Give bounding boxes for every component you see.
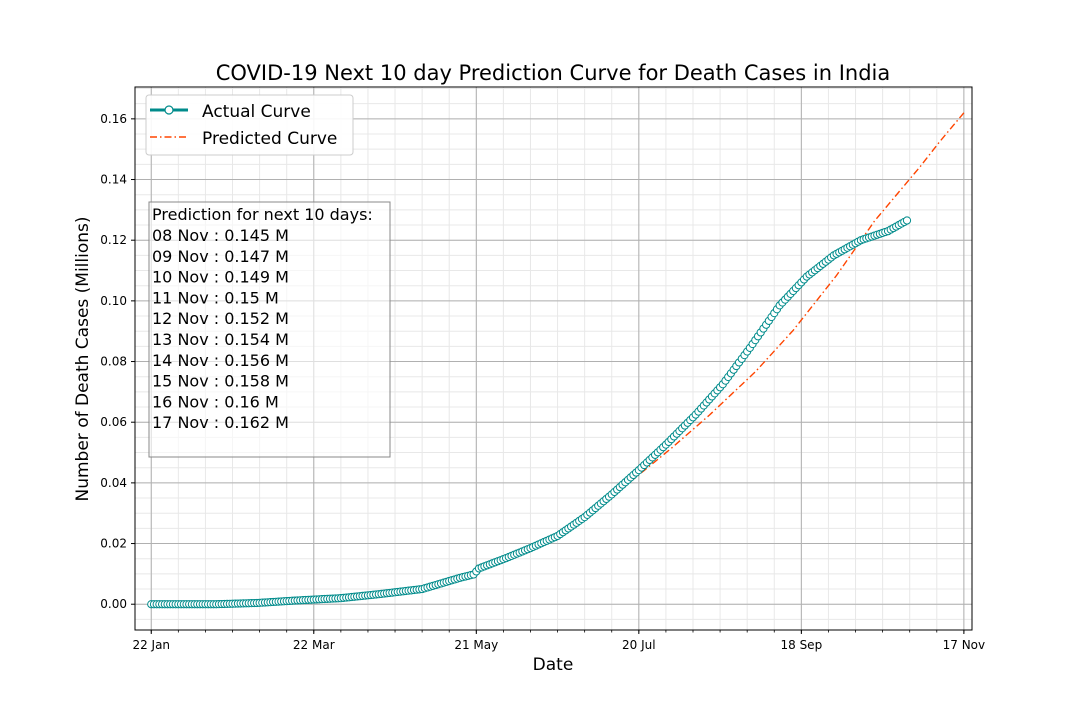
y-tick-label: 0.14 — [100, 173, 127, 187]
prediction-box: Prediction for next 10 days: 08 Nov : 0.… — [148, 201, 391, 458]
prediction-line: 15 Nov : 0.158 M — [152, 372, 289, 391]
y-tick-label: 0.16 — [100, 112, 127, 126]
y-tick-label: 0.06 — [100, 415, 127, 429]
x-tick-label: 21 May — [454, 638, 498, 652]
y-axis: 0.00 0.02 0.04 0.06 0.08 0.10 0.12 0.14 0.16 — [100, 112, 135, 611]
prediction-line: 17 Nov : 0.162 M — [152, 413, 289, 432]
y-tick-label: 0.08 — [100, 355, 127, 369]
legend-actual-marker — [164, 105, 174, 115]
prediction-line: 14 Nov : 0.156 M — [152, 351, 289, 370]
actual-data-point — [902, 216, 912, 225]
legend-predicted-label: Predicted Curve — [202, 129, 337, 149]
x-tick-label: 17 Nov — [943, 638, 986, 652]
y-tick-label: 0.02 — [100, 537, 127, 551]
x-axis-label: Date — [533, 655, 574, 675]
prediction-title: Prediction for next 10 days: — [152, 205, 373, 224]
x-tick-label: 22 Mar — [293, 638, 335, 652]
prediction-line: 12 Nov : 0.152 M — [152, 309, 289, 328]
legend: Actual Curve Predicted Curve — [145, 94, 354, 156]
x-axis: 22 Jan 22 Mar 21 May 20 Jul 18 Sep 17 Nov — [132, 630, 985, 652]
plot-frame — [134, 86, 973, 631]
chart-title: COVID-19 Next 10 day Prediction Curve fo… — [216, 61, 891, 85]
prediction-line: 10 Nov : 0.149 M — [152, 268, 289, 287]
x-tick-label: 22 Jan — [132, 638, 170, 652]
x-tick-label: 18 Sep — [780, 638, 822, 652]
y-tick-label: 0.10 — [100, 294, 127, 308]
prediction-line: 08 Nov : 0.145 M — [152, 226, 289, 245]
series-layer — [147, 112, 965, 609]
prediction-lines: 08 Nov : 0.145 M 09 Nov : 0.147 M 10 Nov :… — [152, 226, 289, 432]
y-tick-label: 0.00 — [100, 597, 127, 611]
prediction-line: 16 Nov : 0.16 M — [152, 392, 279, 411]
legend-box — [145, 94, 354, 156]
y-tick-label: 0.12 — [100, 233, 127, 247]
actual-curve-markers — [147, 216, 912, 609]
prediction-box-frame — [148, 201, 391, 458]
legend-actual-label: Actual Curve — [202, 102, 311, 122]
prediction-line: 11 Nov : 0.15 M — [152, 288, 279, 307]
x-tick-label: 20 Jul — [622, 638, 656, 652]
prediction-line: 09 Nov : 0.147 M — [152, 247, 289, 266]
y-tick-label: 0.04 — [100, 476, 127, 490]
prediction-line: 13 Nov : 0.154 M — [152, 330, 289, 349]
y-axis-label: Number of Death Cases (Millions) — [73, 216, 93, 501]
